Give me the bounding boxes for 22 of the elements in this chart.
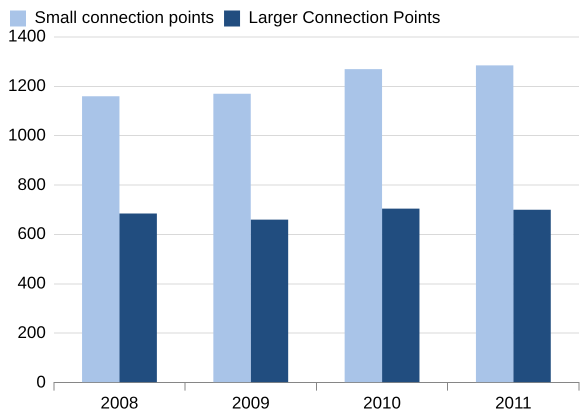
y-tick-label: 1000 bbox=[8, 125, 46, 144]
bar bbox=[250, 220, 288, 382]
bar bbox=[82, 96, 120, 382]
legend-label: Small connection points bbox=[34, 8, 214, 28]
y-tick-label: 1400 bbox=[8, 26, 46, 46]
y-tick-label: 400 bbox=[17, 274, 46, 293]
y-tick-label: 1200 bbox=[8, 76, 46, 96]
bar bbox=[476, 65, 514, 382]
bar bbox=[513, 210, 551, 382]
y-tick-label: 200 bbox=[17, 322, 46, 342]
x-tick-label: 2011 bbox=[495, 393, 532, 412]
bar bbox=[213, 94, 251, 382]
bar bbox=[344, 69, 382, 382]
y-tick-label: 800 bbox=[17, 174, 46, 194]
x-tick-label: 2010 bbox=[363, 393, 401, 412]
x-tick-label: 2009 bbox=[232, 393, 270, 412]
legend-label: Larger Connection Points bbox=[248, 8, 440, 28]
bar bbox=[119, 214, 157, 382]
x-tick-label: 2008 bbox=[100, 393, 138, 412]
y-tick-label: 600 bbox=[17, 224, 46, 244]
y-tick-label: 0 bbox=[36, 372, 46, 392]
bar bbox=[382, 208, 420, 382]
